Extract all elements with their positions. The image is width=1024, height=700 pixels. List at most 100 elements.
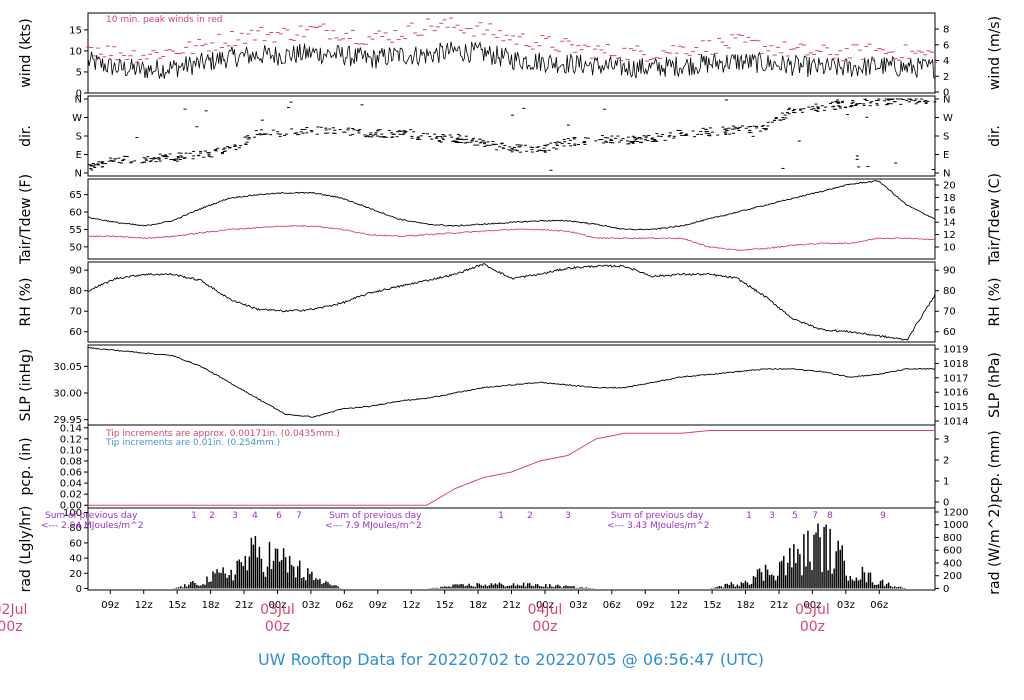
y-axis-label: wind (kts)	[18, 18, 34, 87]
rad-annotation: <--- 2.94 MJoules/m^2	[41, 521, 143, 531]
y-tick-label: 5	[76, 67, 82, 78]
series-line-wind	[87, 41, 936, 79]
y-tick-label: S	[76, 132, 82, 143]
y-tick-label-right: 1200	[943, 508, 968, 519]
y-tick-label: 29.95	[53, 415, 82, 426]
y-tick-label-right: W	[943, 113, 953, 124]
series-line-4-0	[87, 346, 936, 418]
day-hour-label: 00z	[265, 619, 290, 635]
y-tick-label-right: 1016	[943, 388, 968, 399]
y-tick-label: 70	[69, 307, 82, 318]
y-tick-label-right: 0	[943, 88, 949, 99]
x-tick-label: 15z	[703, 600, 721, 611]
day-label: 03Jul	[260, 602, 295, 618]
y-tick-label-right: 200	[943, 571, 962, 582]
panel-3: RH (%) RH (%) 60 70 80 90 60 70 80 90	[18, 261, 1003, 343]
y-tick-label-right: 1015	[943, 402, 968, 413]
rad-marker: 3	[565, 511, 571, 521]
panel-4: SLP (inHg) SLP (hPa) 29.95 30.00 30.05 1014 10…	[18, 344, 1003, 428]
y-tick-label-right: 4	[943, 56, 949, 67]
y-tick-label-right: 10	[943, 243, 956, 254]
y-tick-label: 60	[69, 538, 82, 549]
x-tick-label: 03z	[302, 600, 320, 611]
y-tick-label: 30.05	[53, 362, 82, 373]
y-tick-label: 20	[69, 569, 82, 580]
x-tick-label: 18z	[737, 600, 755, 611]
y-tick-label-right: 1	[943, 477, 949, 488]
y-tick-label: 15	[69, 25, 82, 36]
panel-1: dir. dir.N NE ES SW WN N	[18, 95, 1003, 180]
y-tick-label-right: 400	[943, 558, 962, 569]
x-tick-label: 06z	[335, 600, 353, 611]
rad-annotation: Sum of previous day	[329, 511, 422, 521]
x-tick-label: 06z	[870, 600, 888, 611]
y-axis-label: rad (Lgly/hr)	[18, 506, 34, 593]
x-tick-label: 09z	[636, 600, 654, 611]
x-tick-label: 00z	[268, 600, 286, 611]
rad-marker: 3	[769, 511, 775, 521]
y-tick-label-right: 12	[943, 230, 956, 241]
y-tick-label-right: 16	[943, 205, 956, 216]
y-tick-label: 0.10	[60, 445, 82, 456]
y-tick-label-right: 2	[943, 72, 949, 83]
y-tick-label-right: 1018	[943, 359, 968, 370]
x-tick-label: 06z	[603, 600, 621, 611]
chart-title: UW Rooftop Data for 20220702 to 20220705…	[258, 650, 764, 669]
x-tick-label: 00z	[536, 600, 554, 611]
panel-0: wind (kts) wind (m/s) 0 5 10 15 0 2 4 6 8 10 min. p…	[18, 12, 1003, 100]
y-tick-label-right: 6	[943, 40, 949, 51]
rad-marker: 4	[252, 511, 258, 521]
rad-marker: 7	[812, 511, 818, 521]
y-tick-label: 0	[76, 584, 82, 595]
y-axis-label: Tair/Tdew (F)	[18, 174, 34, 265]
y-tick-label: 0.12	[60, 434, 82, 445]
x-tick-label: 03z	[569, 600, 587, 611]
x-tick-label: 12z	[402, 600, 420, 611]
y-tick-label: E	[76, 150, 82, 161]
x-tick-label: 15z	[436, 600, 454, 611]
y-tick-label-right: N	[943, 169, 950, 180]
y-tick-label: 65	[69, 190, 82, 201]
rad-marker: 8	[827, 511, 833, 521]
rad-annotation: <--- 7.9 MJoules/m^2	[325, 521, 422, 531]
y-tick-label: 100	[63, 508, 82, 519]
rad-annotation: Sum of previous day	[611, 511, 704, 521]
day-label: 02Jul	[0, 602, 27, 618]
y-tick-label-right: 90	[943, 266, 956, 277]
y-tick-label: 40	[69, 554, 82, 565]
y-tick-label: 60	[69, 208, 82, 219]
y-tick-label-right: 60	[943, 327, 956, 338]
wind-annotation: 10 min. peak winds in red	[106, 15, 223, 25]
y-tick-label: 60	[69, 327, 82, 338]
y-axis-label-right: wind (m/s)	[987, 16, 1003, 90]
day-hour-label: 00z	[532, 619, 557, 635]
x-tick-label: 00z	[803, 600, 821, 611]
y-tick-label-right: 0	[943, 498, 949, 509]
x-tick-label: 21z	[770, 600, 788, 611]
day-hour-label: 00z	[800, 619, 825, 635]
y-tick-label: N	[75, 169, 82, 180]
x-tick-label: 12z	[135, 600, 153, 611]
y-tick-label: 0.02	[60, 490, 82, 501]
rad-marker: 1	[746, 511, 752, 521]
y-tick-label-right: 2	[943, 456, 949, 467]
y-tick-label-right: 1019	[943, 345, 968, 356]
x-tick-label: 03z	[837, 600, 855, 611]
y-tick-label: 0.00	[60, 501, 82, 512]
y-tick-label-right: 1000	[943, 520, 968, 531]
y-tick-label-right: 14	[943, 218, 956, 229]
panel-frame	[87, 261, 936, 343]
x-tick-label: 18z	[202, 600, 220, 611]
x-tick-label: 12z	[670, 600, 688, 611]
y-tick-label: 0.04	[60, 479, 82, 490]
y-tick-label: 80	[69, 523, 82, 534]
rad-marker: 7	[296, 511, 302, 521]
y-tick-label: 10	[69, 46, 82, 57]
y-tick-label-right: 80	[943, 286, 956, 297]
rad-marker: 5	[792, 511, 798, 521]
x-tick-label: 09z	[369, 600, 387, 611]
y-tick-label-right: 1014	[943, 417, 968, 428]
rad-marker: 1	[498, 511, 504, 521]
